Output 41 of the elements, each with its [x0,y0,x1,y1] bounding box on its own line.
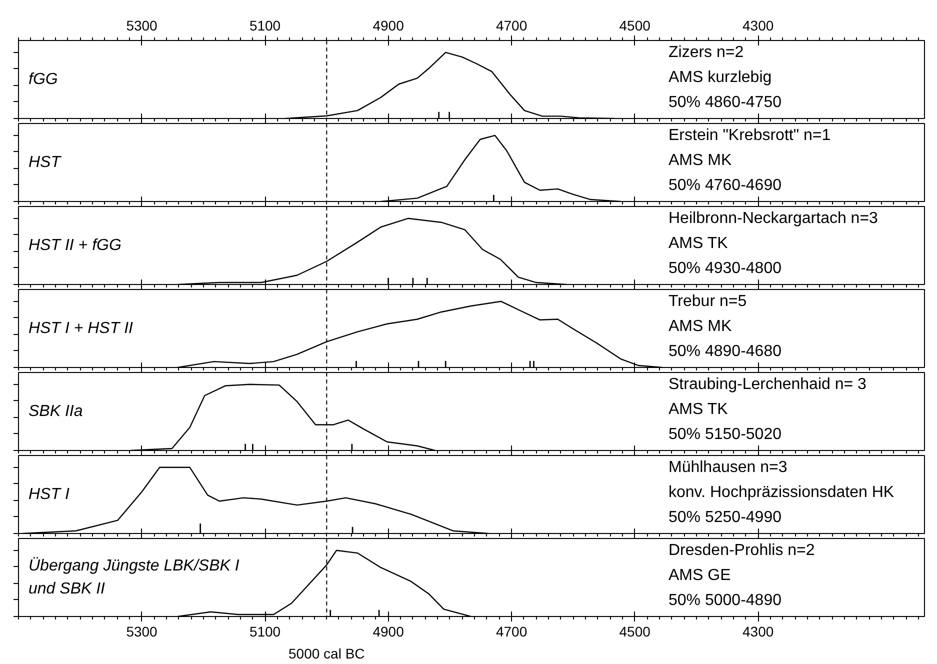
annotation: Straubing-Lerchenhaid n= 3 [668,376,867,393]
text: HST [28,154,62,171]
annotation: AMS MK [668,318,732,335]
annotation: AMS kurzlebig [668,69,772,86]
annotation: AMS TK [668,401,728,418]
text: Übergang Jüngste LBK/SBK I und SBK II [28,556,240,598]
text: SBK IIa [28,403,83,420]
annotation: 50% 4760-4690 [668,177,782,194]
annotation: AMS MK [668,152,732,169]
annotation: Heilbronn-Neckargartach n=3 [668,210,878,227]
x-tick-label: 4300 [742,624,774,640]
x2-tick-label: 5300 [126,18,158,34]
x-tick-label: 4900 [372,624,404,640]
annotation: AMS TK [668,235,728,252]
x2-tick-label: 4500 [619,18,651,34]
annotation: 50% 5000-4890 [668,592,782,609]
x-tick-label: 5300 [126,624,158,640]
x2-tick-label: 4700 [496,18,528,34]
ref-line-label: 5000 cal BC [288,646,365,662]
text: HST II + fGG [28,237,122,254]
annotation: konv. Hochpräzissionsdaten HK [668,484,894,501]
x-tick-label: 4700 [496,624,528,640]
annotation: Trebur n=5 [668,293,747,310]
annotation: 50% 5250-4990 [668,509,782,526]
annotation: Mühlhausen n=3 [668,459,788,476]
text: HST I [28,486,70,503]
annotation: Dresden-Prohlis n=2 [668,542,815,559]
x-tick-label: 4500 [619,624,651,640]
annotation: 50% 4860-4750 [668,94,782,111]
annotation: Erstein "Krebsrott" n=1 [668,127,831,144]
x2-tick-label: 4900 [372,18,404,34]
annotation: 50% 5150-5020 [668,426,782,443]
annotation: AMS GE [668,567,731,584]
x2-tick-label: 4300 [742,18,774,34]
annotation: 50% 4930-4800 [668,260,782,277]
text: HST I + HST II [28,320,134,337]
x2-tick-label: 5100 [249,18,281,34]
annotation: 50% 4890-4680 [668,343,782,360]
annotation: Zizers n=2 [668,44,744,61]
text: fGG [28,71,58,88]
x-tick-label: 5100 [249,624,281,640]
